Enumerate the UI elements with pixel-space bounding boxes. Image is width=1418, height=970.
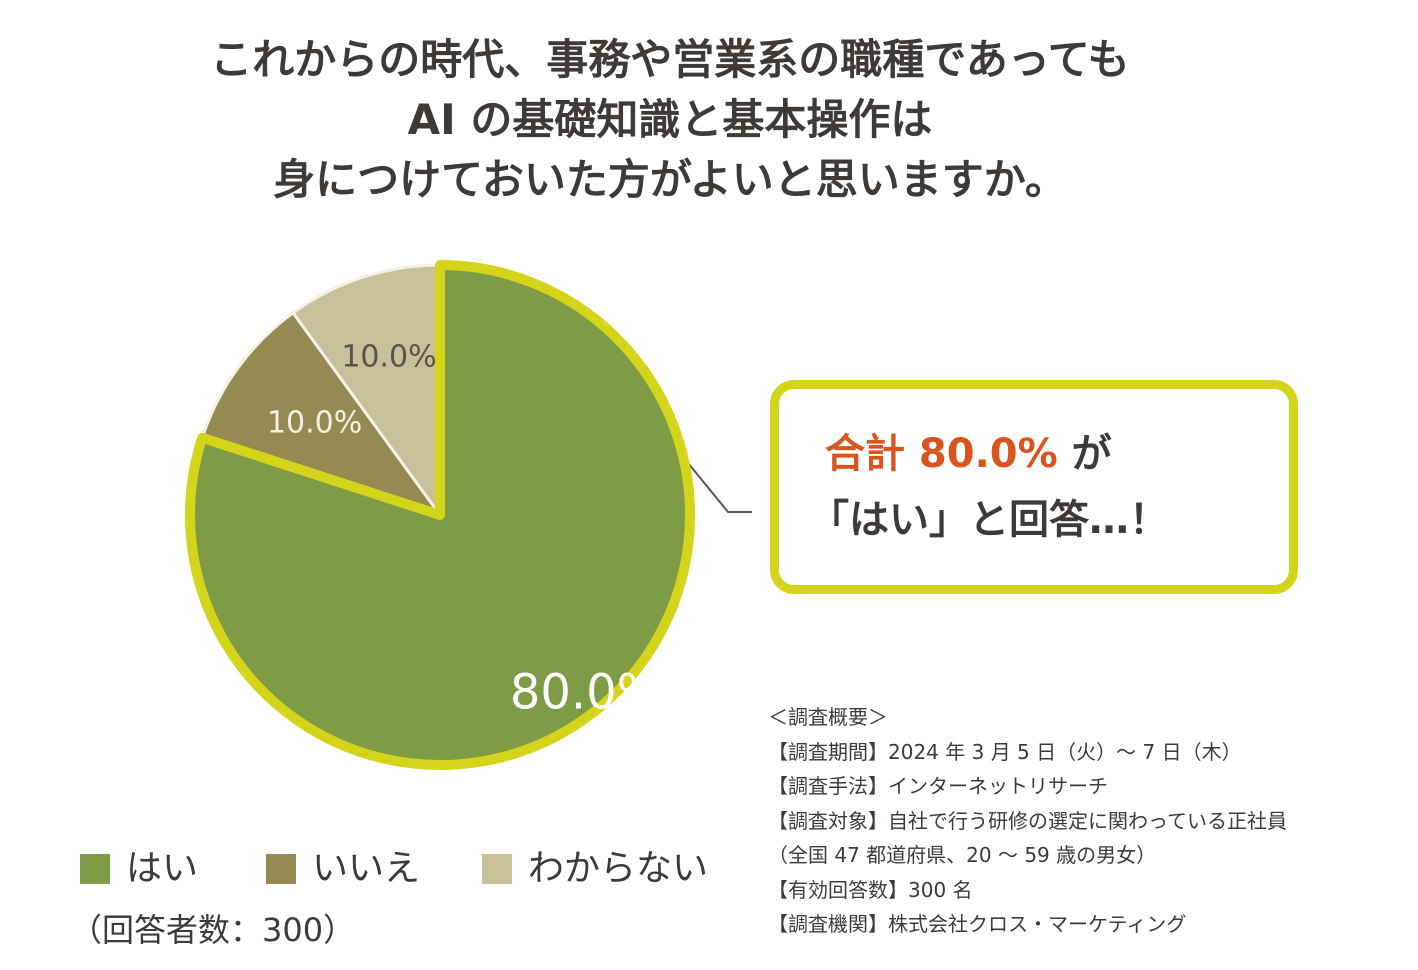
pie-slice-yes — [185, 260, 696, 770]
survey-organization: 【調査機関】株式会社クロス・マーケティング — [768, 912, 1187, 936]
survey-period: 【調査期間】2024 年 3 月 5 日（火）～ 7 日（木） — [768, 739, 1242, 764]
callout-leader-line — [683, 457, 752, 513]
respondent-count: （回答者数：300） — [70, 911, 356, 949]
survey-target: 【調査対象】自社で行う研修の選定に関わっている正社員 — [768, 808, 1287, 833]
legend-swatch-yes — [80, 854, 110, 884]
title-line-1: これからの時代、事務や営業系の職種であっても — [210, 35, 1130, 84]
legend-label-yes: はい — [126, 848, 199, 889]
pie-label-no: 10.0% — [267, 405, 362, 440]
title-line-3: 身につけておいた方がよいと思いますか。 — [273, 155, 1067, 204]
title-line-2: AI の基礎知識と基本操作は — [407, 95, 933, 144]
pie-label-unknown: 10.0% — [341, 340, 436, 375]
pie-slice-no — [200, 310, 444, 518]
callout-suffix: が — [1057, 431, 1112, 477]
callout-box: 合計 80.0% が 「はい」と回答…！ — [770, 380, 1298, 594]
callout-highlight: 合計 80.0% — [825, 431, 1058, 477]
legend-label-unknown: わからない — [528, 848, 709, 889]
pie-slice-unknown — [290, 263, 442, 520]
callout-line-2: 「はい」と回答…！ — [809, 497, 1169, 543]
survey-overview: ＜調査概要＞ 【調査期間】2024 年 3 月 5 日（火）～ 7 日（木） 【… — [768, 700, 1408, 942]
callout-line-1: 合計 80.0% が — [825, 429, 1112, 479]
survey-valid-responses: 【有効回答数】300 名 — [768, 877, 973, 902]
legend-swatch-no — [266, 854, 296, 884]
pie-label-yes: 80.0% — [510, 664, 662, 720]
survey-heading: ＜調査概要＞ — [768, 705, 888, 729]
survey-target-detail: （全国 47 都道府県、20 ～ 59 歳の男女） — [768, 843, 1157, 867]
legend-label-no: いいえ — [312, 848, 421, 889]
survey-method: 【調査手法】インターネットリサーチ — [768, 774, 1108, 798]
legend-swatch-unknown — [482, 854, 512, 884]
